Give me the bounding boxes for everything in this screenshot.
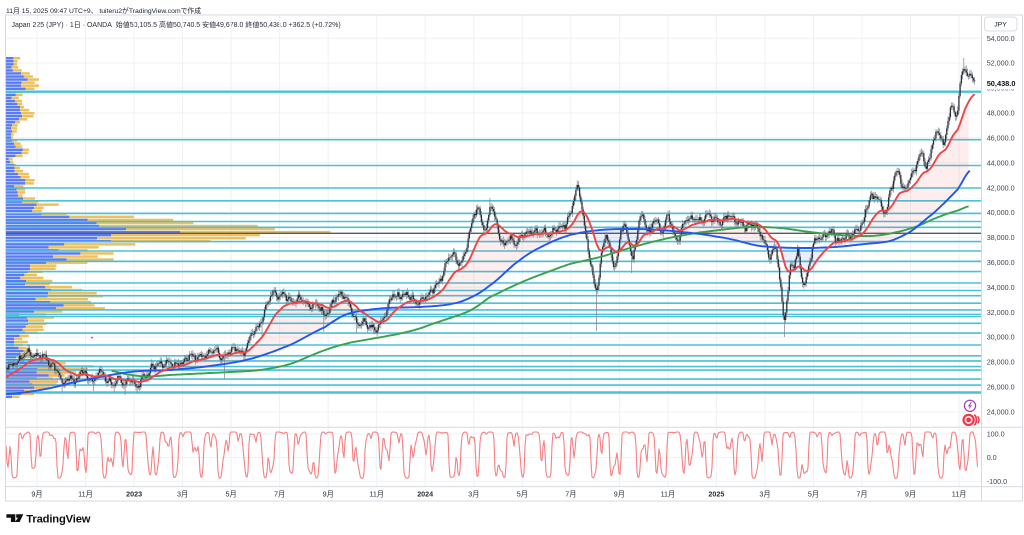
svg-text:38,000.0: 38,000.0 [987,233,1015,242]
svg-text:40,000.0: 40,000.0 [987,208,1015,217]
svg-text:9月: 9月 [31,489,42,498]
svg-text:3月: 3月 [468,489,479,498]
svg-text:44,000.0: 44,000.0 [987,158,1015,167]
svg-text:3月: 3月 [177,489,188,498]
svg-text:42,000.0: 42,000.0 [987,183,1015,192]
svg-text:28,000.0: 28,000.0 [987,358,1015,367]
svg-text:52,000.0: 52,000.0 [987,59,1015,68]
svg-text:7月: 7月 [856,489,867,498]
svg-text:7月: 7月 [274,489,285,498]
svg-text:26,000.0: 26,000.0 [987,383,1015,392]
svg-text:34,000.0: 34,000.0 [987,283,1015,292]
svg-text:2023: 2023 [126,489,142,498]
svg-text:46,000.0: 46,000.0 [987,133,1015,142]
svg-text:30,000.0: 30,000.0 [987,333,1015,342]
svg-text:0.0: 0.0 [987,453,997,462]
svg-text:11月: 11月 [952,489,967,498]
svg-text:9月: 9月 [905,489,916,498]
svg-text:32,000.0: 32,000.0 [987,308,1015,317]
svg-text:11月: 11月 [78,489,93,498]
svg-text:54,000.0: 54,000.0 [987,34,1015,43]
svg-text:2024: 2024 [417,489,433,498]
svg-text:JPY: JPY [994,22,1007,29]
svg-text:50,438.0: 50,438.0 [987,79,1016,88]
svg-text:11月: 11月 [369,489,384,498]
svg-text:48,000.0: 48,000.0 [987,109,1015,118]
svg-text:7月: 7月 [565,489,576,498]
svg-text:3月: 3月 [759,489,770,498]
svg-text:5月: 5月 [226,489,237,498]
svg-text:5月: 5月 [808,489,819,498]
svg-text:100.0: 100.0 [987,430,1005,439]
svg-text:24,000.0: 24,000.0 [987,408,1015,417]
svg-text:TradingView: TradingView [26,513,90,525]
svg-text:2025: 2025 [708,489,724,498]
svg-text:36,000.0: 36,000.0 [987,258,1015,267]
svg-text:9月: 9月 [323,489,334,498]
svg-text:5月: 5月 [517,489,528,498]
svg-text:11月: 11月 [661,489,676,498]
svg-text:-100.0: -100.0 [987,477,1007,486]
svg-text:9月: 9月 [614,489,625,498]
